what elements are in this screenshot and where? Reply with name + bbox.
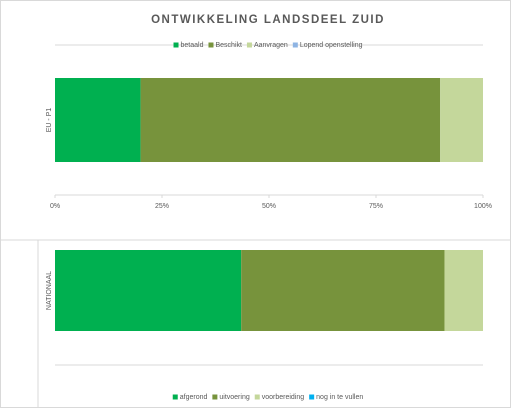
legend-swatch (173, 42, 179, 48)
legend-label: voorbereiding (262, 394, 305, 401)
x-tick-label: 50% (262, 203, 276, 210)
legend-swatch (212, 394, 218, 400)
legend-swatch (254, 394, 260, 400)
bar-segment (444, 250, 483, 331)
bar-segment (140, 78, 441, 162)
x-tick-label: 0% (50, 203, 60, 210)
legend-label: Beschikt (215, 42, 242, 49)
legend-swatch (208, 42, 214, 48)
x-tick-label: 75% (369, 203, 383, 210)
bar-segment (440, 78, 483, 162)
x-tick-label: 100% (474, 203, 492, 210)
y-tick-label: NATIONAAL (46, 271, 53, 310)
bar-segment (241, 250, 445, 331)
legend-label: Lopend openstelling (300, 42, 363, 49)
legend-swatch (309, 394, 315, 400)
bar-segment (55, 250, 242, 331)
legend-label: Aanvragen (254, 42, 288, 49)
x-tick-label: 25% (155, 203, 169, 210)
legend-label: betaald (181, 42, 204, 49)
legend-swatch (172, 394, 178, 400)
legend-label: uitvoering (219, 394, 249, 401)
legend-swatch (292, 42, 298, 48)
bar-segment (55, 78, 141, 162)
legend-label: afgerond (180, 394, 208, 401)
y-tick-label: EU - P1 (46, 108, 53, 133)
chart-title: ONTWIKKELING LANDSDEEL ZUID (151, 14, 385, 26)
legend-swatch (246, 42, 252, 48)
legend-label: nog in te vullen (316, 394, 363, 401)
